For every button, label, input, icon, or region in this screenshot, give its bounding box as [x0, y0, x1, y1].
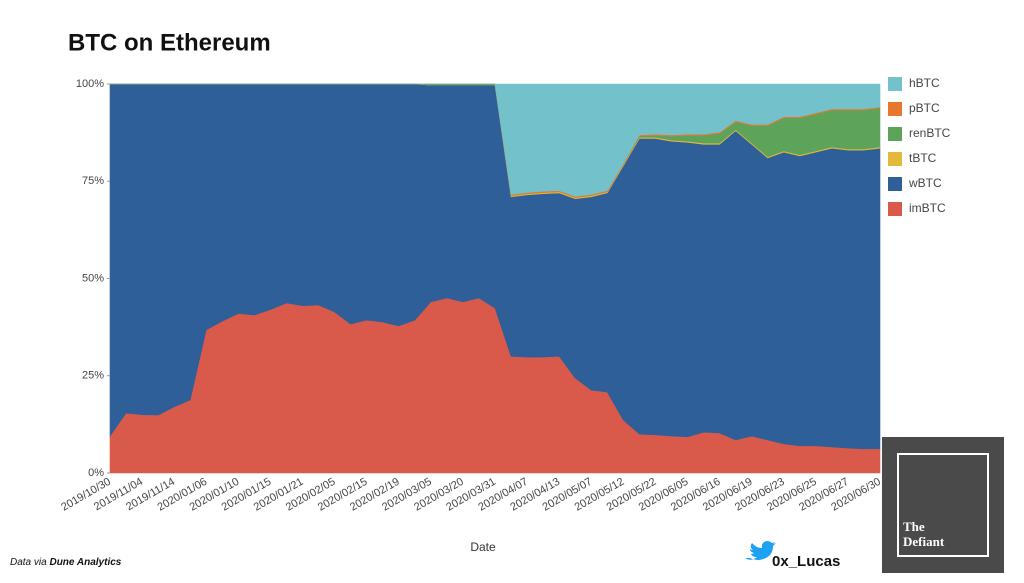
- legend-swatch: [888, 102, 902, 116]
- legend-swatch: [888, 177, 902, 191]
- legend-swatch: [888, 127, 902, 141]
- legend-label: hBTC: [909, 76, 940, 90]
- source-note: Data via Dune Analytics: [10, 557, 122, 568]
- x-axis-label: Date: [470, 540, 496, 554]
- logo-text: Defiant: [903, 534, 945, 549]
- area: [110, 83, 881, 197]
- logo-text: The: [903, 519, 925, 534]
- source: Dune Analytics: [49, 557, 121, 568]
- source-prefix: Data via: [10, 557, 47, 568]
- chart-title: BTC on Ethereum: [68, 29, 271, 56]
- y-tick-label: 50%: [82, 272, 104, 284]
- logo-frame: [897, 453, 989, 557]
- legend-swatch: [888, 202, 902, 216]
- y-tick-label: 0%: [88, 467, 104, 479]
- y-tick-label: 75%: [82, 175, 104, 187]
- legend-label: wBTC: [908, 176, 942, 190]
- legend-swatch: [888, 152, 902, 166]
- legend-label: pBTC: [909, 101, 940, 115]
- legend-label: renBTC: [909, 126, 951, 140]
- twitter-icon: [745, 541, 776, 560]
- y-tick-label: 25%: [82, 370, 104, 382]
- twitter-handle: 0x_Lucas: [772, 553, 840, 570]
- y-tick-label: 100%: [76, 78, 104, 90]
- legend-swatch: [888, 77, 902, 91]
- logo-background: [882, 437, 1004, 573]
- legend-label: imBTC: [909, 201, 946, 215]
- legend-label: tBTC: [909, 151, 937, 165]
